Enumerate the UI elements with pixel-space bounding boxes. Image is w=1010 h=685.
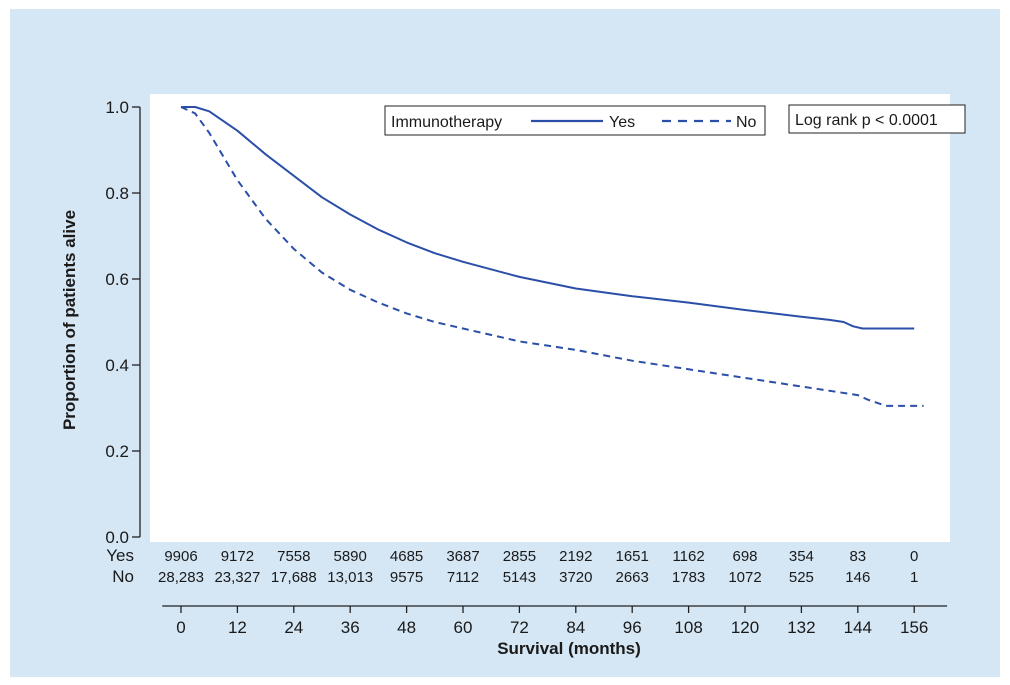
risk-count: 3687 (446, 548, 479, 565)
risk-count: 1783 (672, 569, 705, 586)
risk-count: 1651 (616, 548, 649, 565)
risk-count: 1072 (728, 569, 761, 586)
risk-count: 13,013 (327, 569, 373, 586)
y-tick-label: 0.8 (105, 184, 129, 203)
x-tick-label: 96 (623, 618, 642, 637)
y-tick-label: 0.4 (105, 356, 129, 375)
series-layer (180, 106, 924, 407)
y-tick-label: 1.0 (105, 98, 129, 117)
risk-count: 28,283 (158, 569, 204, 586)
legend-title: Immunotherapy (391, 114, 502, 131)
risk-count: 5890 (334, 548, 367, 565)
risk-row-label: No (112, 567, 134, 586)
risk-count: 525 (789, 569, 814, 586)
x-tick-label: 0 (176, 618, 185, 637)
risk-count: 3720 (559, 569, 592, 586)
risk-count: 0 (910, 548, 918, 565)
legend: Immunotherapy Yes No (384, 105, 766, 136)
x-tick-label: 84 (566, 618, 585, 637)
x-tick-label: 48 (397, 618, 416, 637)
risk-count: 4685 (390, 548, 423, 565)
y-axis: 0.0 0.2 0.4 0.6 0.8 1.0 (105, 98, 141, 547)
x-tick-label: 36 (341, 618, 360, 637)
x-tick-label: 108 (674, 618, 702, 637)
x-tick-label: 24 (284, 618, 303, 637)
y-axis-title: Proportion of patients alive (60, 210, 79, 430)
risk-count: 146 (845, 569, 870, 586)
legend-label-no: No (736, 114, 757, 131)
x-tick-label: 144 (844, 618, 872, 637)
legend-label-yes: Yes (609, 114, 635, 131)
logrank-box (788, 104, 966, 134)
survival-chart: 0.0 0.2 0.4 0.6 0.8 1.0 0 12 24 36 48 60 72 84 96 108 1… (60, 94, 966, 658)
risk-count: 1 (910, 569, 918, 586)
plot-area (150, 94, 950, 542)
risk-table: Yes 9906 9172 7558 5890 4685 3687 2855 2192 1651 1… (106, 546, 918, 586)
risk-count: 9172 (221, 548, 254, 565)
risk-count: 83 (849, 548, 866, 565)
risk-count: 698 (732, 548, 757, 565)
risk-count: 5143 (503, 569, 536, 586)
x-tick-label: 120 (731, 618, 759, 637)
logrank-text: Log rank p < 0.0001 (795, 112, 938, 129)
risk-count: 2855 (503, 548, 536, 565)
risk-count: 23,327 (214, 569, 260, 586)
x-axis: 0 12 24 36 48 60 72 84 96 108 120 132 144 156 (162, 605, 948, 637)
risk-count: 17,688 (271, 569, 317, 586)
series-line-yes (181, 106, 915, 330)
figure-panel: 0.0 0.2 0.4 0.6 0.8 1.0 0 12 24 36 48 60 72 84 96 108 1… (10, 9, 1000, 677)
x-axis-title: Survival (months) (497, 639, 641, 658)
risk-row-label: Yes (106, 546, 134, 565)
y-tick-label: 0.2 (105, 442, 129, 461)
x-tick-label: 132 (787, 618, 815, 637)
x-tick-label: 72 (510, 618, 529, 637)
x-tick-label: 12 (228, 618, 247, 637)
risk-count: 2663 (616, 569, 649, 586)
risk-count: 354 (789, 548, 814, 565)
logrank-annotation: Log rank p < 0.0001 (788, 104, 966, 134)
x-tick-label: 156 (900, 618, 928, 637)
x-tick-label: 60 (454, 618, 473, 637)
risk-count: 1162 (672, 548, 704, 565)
risk-count: 7112 (447, 569, 479, 586)
risk-count: 9575 (390, 569, 423, 586)
y-tick-label: 0.6 (105, 270, 129, 289)
y-tick-label: 0.0 (105, 528, 129, 547)
risk-count: 2192 (559, 548, 592, 565)
series-line-no (180, 106, 924, 407)
risk-count: 9906 (164, 548, 197, 565)
risk-count: 7558 (277, 548, 310, 565)
